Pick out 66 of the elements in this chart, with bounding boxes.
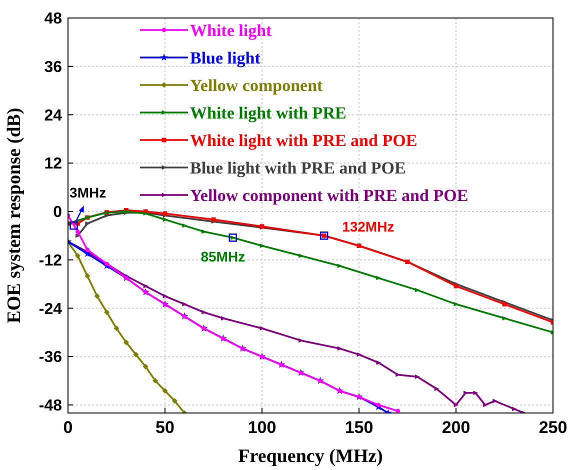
x-tick-label: 150	[344, 418, 374, 437]
point	[396, 408, 400, 413]
x-axis-title: Frequency (MHz)	[238, 446, 383, 467]
point	[492, 398, 498, 404]
point	[298, 338, 304, 343]
point	[152, 378, 158, 384]
point	[123, 340, 129, 346]
point	[143, 284, 148, 288]
point	[221, 316, 226, 320]
y-tick-label: 24	[44, 107, 62, 124]
point	[104, 309, 110, 316]
y-tick-label: 48	[44, 10, 62, 28]
point	[74, 253, 80, 259]
point	[473, 390, 478, 396]
annotation: 3MHz	[70, 184, 106, 201]
legend-label: Blue light	[190, 48, 261, 68]
legend-label: Yellow component with PRE and POE	[190, 186, 468, 205]
y-tick-label: -12	[38, 252, 62, 270]
x-tick-label: 200	[442, 418, 470, 437]
point	[202, 310, 207, 314]
point	[454, 302, 459, 306]
point	[415, 288, 420, 292]
annotation: 85MHz	[200, 248, 246, 265]
point	[337, 264, 342, 268]
point	[133, 352, 139, 358]
point	[182, 223, 188, 228]
y-tick-label: 36	[44, 58, 62, 76]
y-tick-label: 12	[44, 156, 62, 173]
point	[76, 229, 80, 234]
legend-label: Blue light with PRE and POE	[190, 158, 406, 178]
point	[182, 302, 188, 306]
point	[376, 360, 382, 365]
y-axis-title: EOE system response (dB)	[4, 108, 25, 324]
x-tick-label: 250	[538, 418, 568, 437]
point	[482, 402, 488, 408]
legend-label: White light	[190, 20, 272, 40]
y-tick-label: 0	[53, 204, 62, 222]
annotation: 132MHz	[342, 218, 394, 235]
legend-label: White light with PRE and POE	[190, 130, 418, 150]
legend-label: Yellow component	[190, 76, 324, 95]
point	[142, 364, 148, 370]
point	[94, 293, 100, 299]
point	[162, 294, 168, 298]
point	[84, 273, 90, 279]
point	[202, 229, 207, 234]
point	[376, 402, 381, 408]
x-tick-label: 100	[248, 418, 276, 437]
point	[114, 326, 120, 332]
x-tick-label: 50	[156, 418, 174, 437]
point	[502, 316, 508, 320]
point	[376, 276, 382, 280]
point	[356, 352, 362, 357]
point	[512, 406, 517, 412]
y-tick-label: -48	[38, 398, 62, 415]
y-tick-label: -36	[38, 349, 62, 366]
y-tick-label: -24	[38, 300, 62, 318]
point	[415, 374, 420, 379]
point	[434, 386, 440, 392]
point	[337, 346, 342, 351]
point	[260, 244, 265, 248]
point	[162, 388, 168, 394]
legend-label: White light with PRE	[190, 103, 346, 122]
point	[260, 326, 265, 331]
point	[162, 217, 168, 222]
point	[172, 398, 178, 404]
point	[454, 402, 459, 408]
